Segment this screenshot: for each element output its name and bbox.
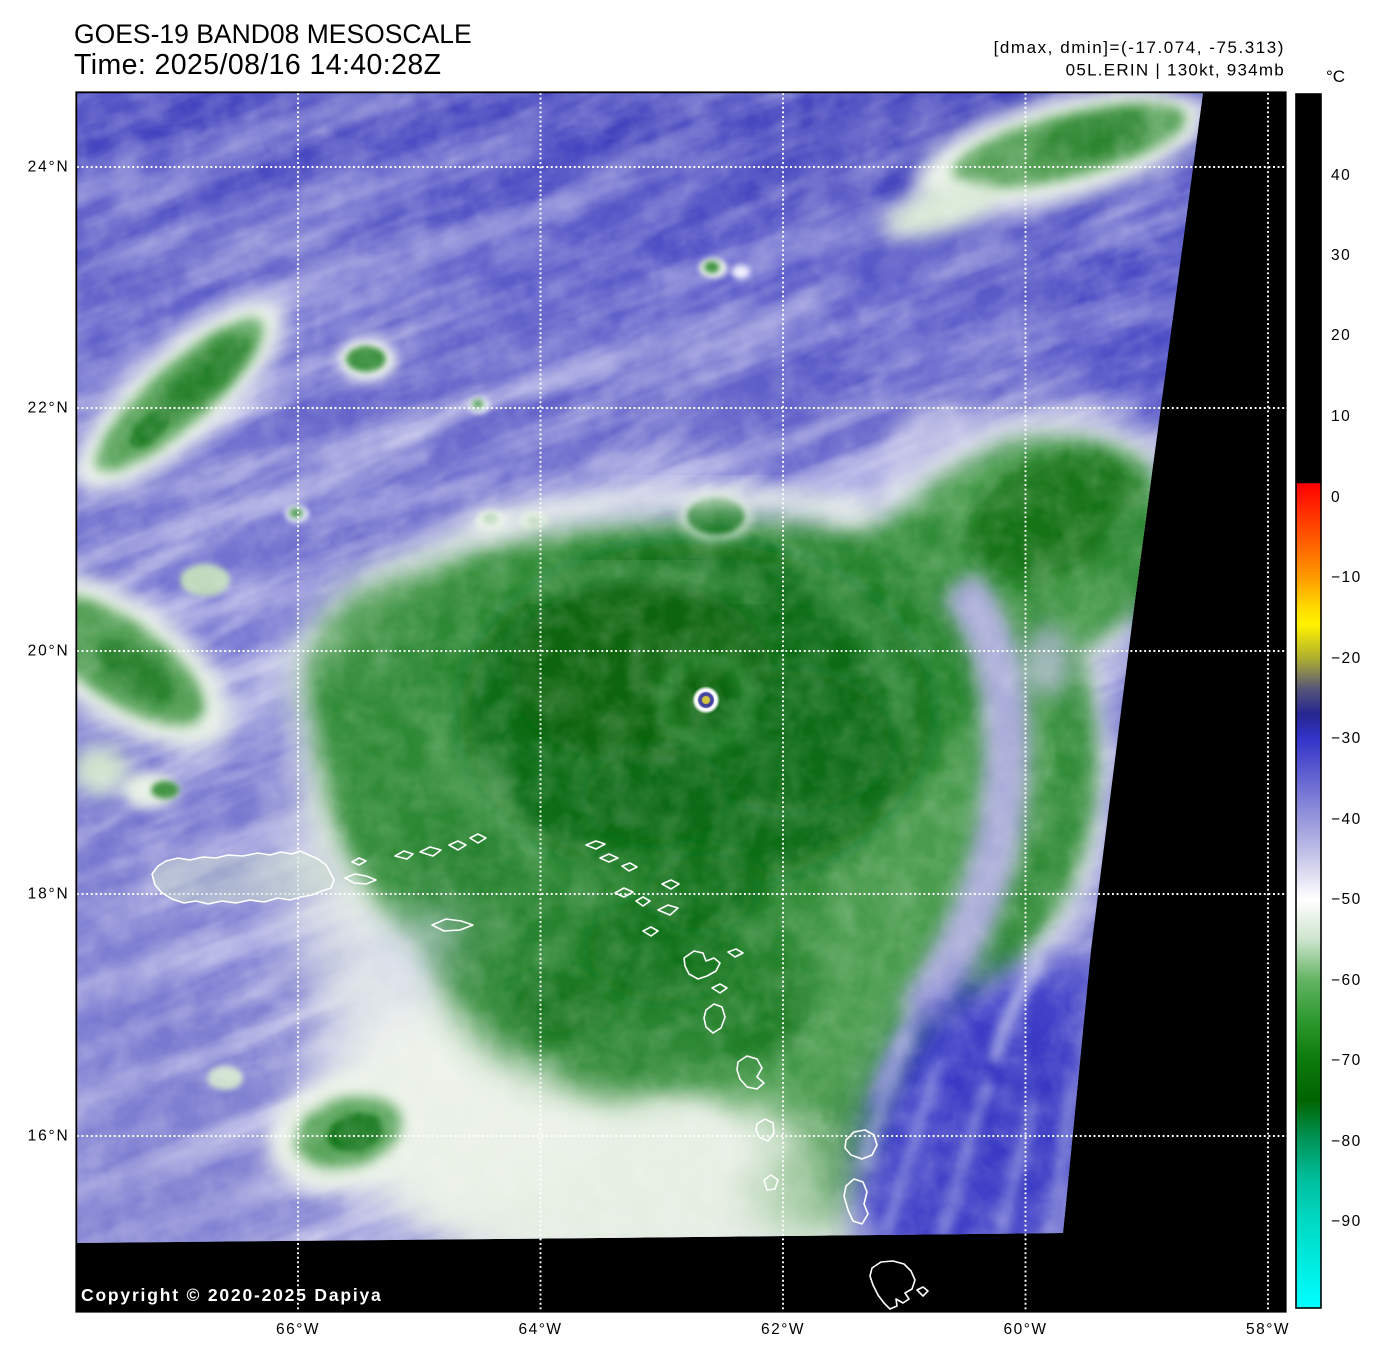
svg-text:−90: −90 [1331, 1213, 1362, 1230]
svg-text:20°N: 20°N [28, 643, 70, 660]
svg-text:°C: °C [1326, 67, 1345, 86]
svg-text:Time: 2025/08/16 14:40:28Z: Time: 2025/08/16 14:40:28Z [74, 49, 441, 81]
svg-text:10: 10 [1331, 408, 1351, 425]
svg-text:22°N: 22°N [28, 400, 70, 417]
svg-text:−20: −20 [1331, 650, 1362, 667]
svg-text:16°N: 16°N [28, 1128, 70, 1145]
svg-text:62°W: 62°W [761, 1321, 805, 1338]
svg-text:−60: −60 [1331, 972, 1362, 989]
svg-text:−80: −80 [1331, 1133, 1362, 1150]
svg-text:05L.ERIN | 130kt, 934mb: 05L.ERIN | 130kt, 934mb [1066, 61, 1285, 80]
svg-text:24°N: 24°N [28, 159, 70, 176]
svg-text:−30: −30 [1331, 730, 1362, 747]
svg-text:60°W: 60°W [1003, 1321, 1047, 1338]
svg-text:58°W: 58°W [1246, 1321, 1290, 1338]
svg-text:40: 40 [1331, 167, 1351, 184]
svg-text:−70: −70 [1331, 1052, 1362, 1069]
svg-text:20: 20 [1331, 327, 1351, 344]
svg-text:64°W: 64°W [518, 1321, 562, 1338]
svg-text:18°N: 18°N [28, 886, 70, 903]
svg-text:0: 0 [1331, 489, 1341, 506]
svg-text:66°W: 66°W [276, 1321, 320, 1338]
svg-text:Copyright © 2020-2025 Dapiya: Copyright © 2020-2025 Dapiya [81, 1285, 383, 1305]
svg-text:GOES-19 BAND08 MESOSCALE: GOES-19 BAND08 MESOSCALE [74, 19, 472, 49]
svg-text:[dmax, dmin]=(-17.074, -75.313: [dmax, dmin]=(-17.074, -75.313) [994, 38, 1285, 57]
svg-text:−50: −50 [1331, 891, 1362, 908]
svg-text:−10: −10 [1331, 569, 1362, 586]
svg-text:−40: −40 [1331, 811, 1362, 828]
svg-text:30: 30 [1331, 247, 1351, 264]
